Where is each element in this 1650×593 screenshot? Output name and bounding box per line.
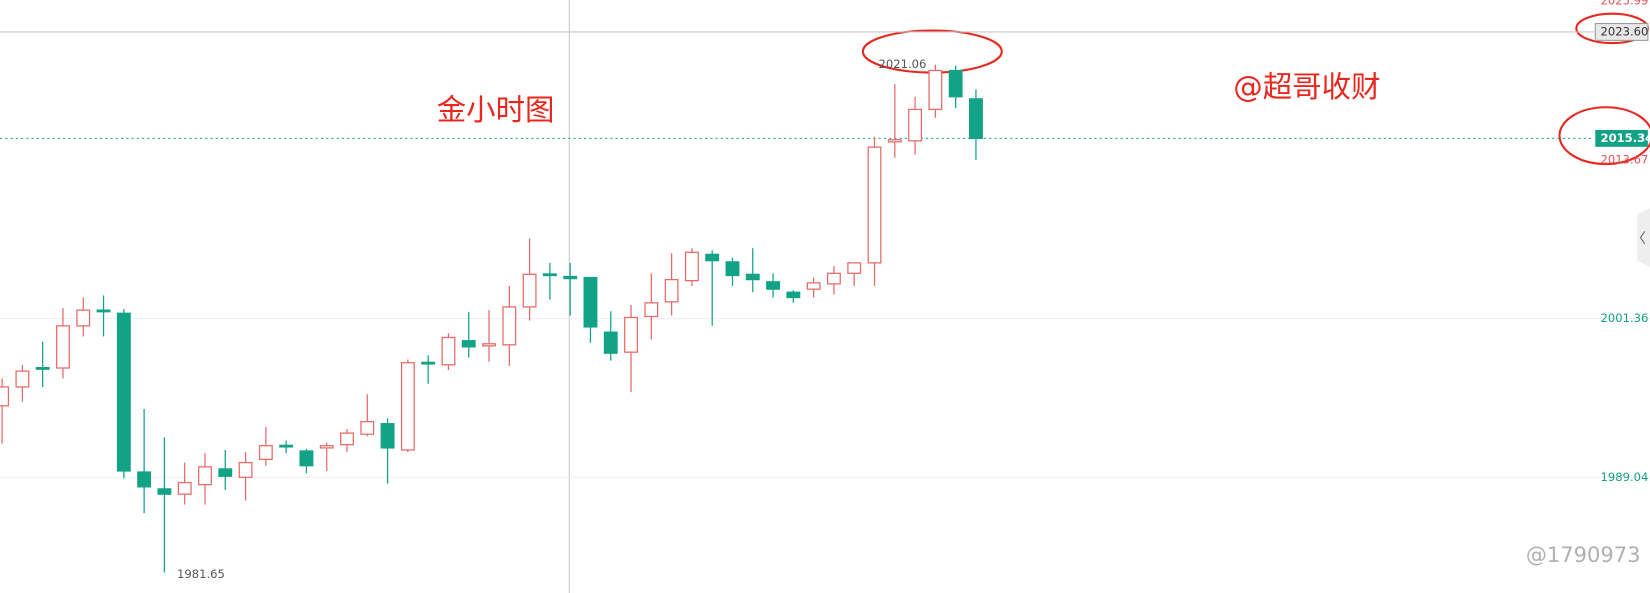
candle-body	[421, 361, 436, 365]
candle-body	[177, 481, 192, 495]
highlight-ellipse	[1558, 106, 1650, 166]
candle-body	[137, 471, 152, 488]
candle-body	[340, 432, 354, 446]
candle-body	[461, 340, 476, 348]
range-mark-label: 2025.99	[1601, 0, 1649, 8]
crosshair-price-label: 2023.60	[1601, 24, 1649, 38]
candle-body	[563, 275, 578, 280]
candle-body	[258, 445, 273, 461]
candle-body	[441, 336, 456, 366]
candle-body	[887, 139, 902, 143]
candle-body	[745, 273, 760, 281]
candle-body	[116, 312, 131, 472]
candle-body	[35, 366, 50, 370]
candle-body	[238, 461, 253, 478]
candle-body	[928, 69, 943, 111]
candle-body	[522, 273, 537, 308]
candle-body	[644, 302, 659, 318]
candle-body	[705, 253, 720, 262]
candle-body	[806, 282, 821, 290]
candle-body	[360, 420, 375, 435]
candle-body	[684, 251, 699, 282]
candle-body	[624, 316, 638, 353]
last-price-label: 2015.34	[1601, 131, 1650, 145]
candle-body	[664, 278, 679, 303]
candle-body	[867, 146, 882, 264]
candle-body	[279, 444, 294, 448]
candle-body	[198, 466, 212, 486]
candle-body	[400, 362, 415, 451]
watermark: @1790973	[1526, 542, 1641, 567]
candle-body	[218, 468, 233, 477]
candle-body	[96, 309, 111, 313]
candle-body	[482, 343, 496, 347]
range-mark-label: 2013.67	[1601, 152, 1649, 166]
candle-body	[968, 98, 983, 140]
candle-body	[319, 445, 334, 449]
candle-body	[56, 325, 70, 369]
candle-body	[766, 281, 781, 290]
candle-body	[725, 261, 740, 277]
candle-body	[847, 262, 862, 274]
annotation: 金小时图	[437, 93, 555, 127]
side-tab[interactable]	[1637, 208, 1650, 268]
y-tick-label: 1989.04	[1601, 470, 1649, 484]
candle-body	[826, 272, 841, 285]
candle-body	[583, 276, 598, 328]
candle-body	[0, 386, 10, 407]
candle-body	[603, 331, 618, 354]
last-price-box	[1595, 129, 1648, 147]
candle-body	[157, 488, 172, 495]
y-tick-label: 2001.36	[1601, 311, 1649, 325]
max-label: 2021.06	[879, 57, 927, 71]
candle-body	[502, 306, 517, 346]
candle-body	[786, 291, 801, 299]
candle-body	[542, 273, 557, 277]
candle-body	[299, 450, 314, 467]
candle-body	[76, 309, 91, 327]
annotation: @超哥收财	[1233, 70, 1380, 104]
min-label: 1981.65	[177, 567, 225, 581]
crosshair-label-box	[1594, 23, 1649, 41]
candle-body	[908, 108, 923, 142]
candle-body	[948, 69, 963, 98]
side-tab-icon	[1639, 231, 1646, 245]
candle-body	[15, 370, 30, 388]
candle-body	[380, 423, 395, 449]
